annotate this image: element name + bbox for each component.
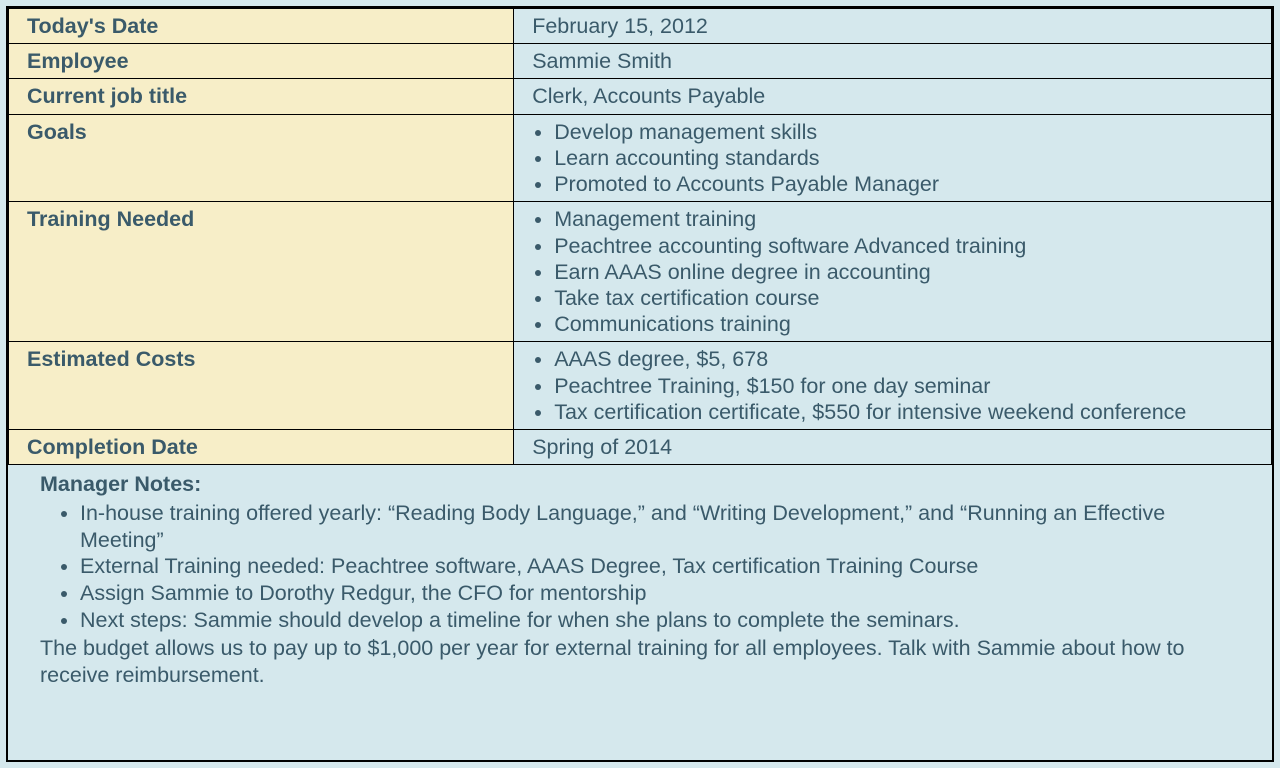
manager-notes-title: Manager Notes:: [40, 471, 1252, 498]
manager-note-item: In-house training offered yearly: “Readi…: [80, 500, 1252, 553]
plan-table: Today's Date February 15, 2012 Employee …: [8, 8, 1272, 465]
cost-item: Tax certification certificate, $550 for …: [554, 399, 1257, 425]
manager-notes-footer: The budget allows us to pay up to $1,000…: [40, 635, 1252, 688]
label-employee: Employee: [9, 44, 514, 79]
row-goals: Goals Develop management skills Learn ac…: [9, 114, 1272, 202]
development-plan-form: Today's Date February 15, 2012 Employee …: [6, 6, 1274, 762]
value-training: Management training Peachtree accounting…: [514, 202, 1272, 342]
value-costs: AAAS degree, $5, 678 Peachtree Training,…: [514, 342, 1272, 430]
manager-note-item: Assign Sammie to Dorothy Redgur, the CFO…: [80, 580, 1252, 607]
cost-item: Peachtree Training, $150 for one day sem…: [554, 373, 1257, 399]
training-item: Communications training: [554, 311, 1257, 337]
row-employee: Employee Sammie Smith: [9, 44, 1272, 79]
manager-note-item: External Training needed: Peachtree soft…: [80, 553, 1252, 580]
label-training: Training Needed: [9, 202, 514, 342]
row-training: Training Needed Management training Peac…: [9, 202, 1272, 342]
manager-notes-section: Manager Notes: In-house training offered…: [8, 465, 1272, 694]
label-completion: Completion Date: [9, 430, 514, 465]
row-completion: Completion Date Spring of 2014: [9, 430, 1272, 465]
training-item: Management training: [554, 206, 1257, 232]
row-job-title: Current job title Clerk, Accounts Payabl…: [9, 79, 1272, 114]
value-goals: Develop management skills Learn accounti…: [514, 114, 1272, 202]
goal-item: Develop management skills: [554, 119, 1257, 145]
cost-item: AAAS degree, $5, 678: [554, 346, 1257, 372]
row-date: Today's Date February 15, 2012: [9, 9, 1272, 44]
label-goals: Goals: [9, 114, 514, 202]
value-employee: Sammie Smith: [514, 44, 1272, 79]
training-item: Peachtree accounting software Advanced t…: [554, 233, 1257, 259]
value-date: February 15, 2012: [514, 9, 1272, 44]
manager-note-item: Next steps: Sammie should develop a time…: [80, 607, 1252, 634]
training-item: Take tax certification course: [554, 285, 1257, 311]
row-costs: Estimated Costs AAAS degree, $5, 678 Pea…: [9, 342, 1272, 430]
goal-item: Learn accounting standards: [554, 145, 1257, 171]
label-job-title: Current job title: [9, 79, 514, 114]
label-costs: Estimated Costs: [9, 342, 514, 430]
training-item: Earn AAAS online degree in accounting: [554, 259, 1257, 285]
value-job-title: Clerk, Accounts Payable: [514, 79, 1272, 114]
label-date: Today's Date: [9, 9, 514, 44]
goal-item: Promoted to Accounts Payable Manager: [554, 171, 1257, 197]
value-completion: Spring of 2014: [514, 430, 1272, 465]
